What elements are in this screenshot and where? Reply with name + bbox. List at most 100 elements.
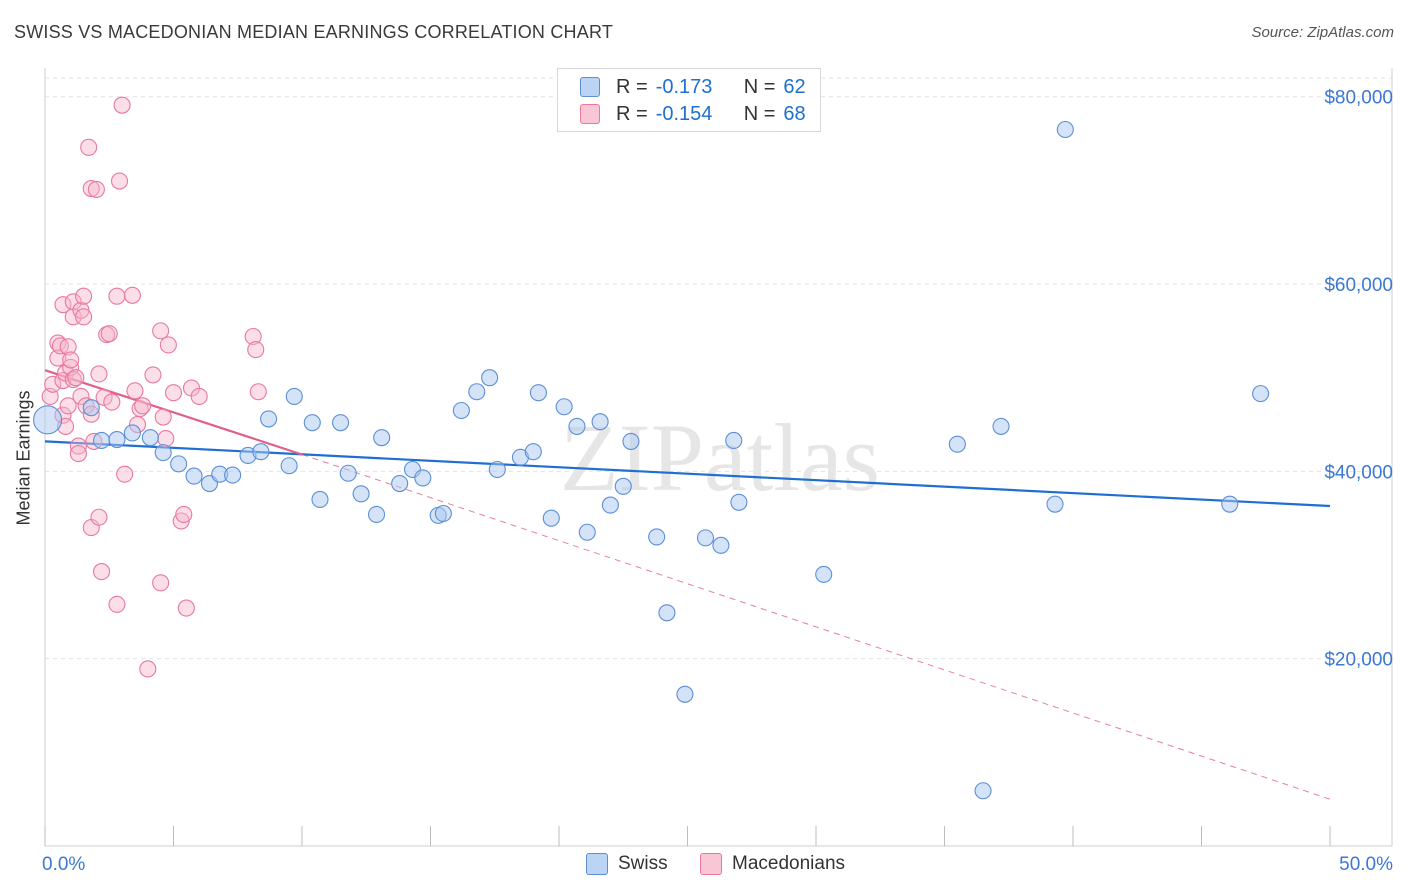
- swiss-point: [373, 429, 391, 447]
- macedonian-point: [123, 286, 141, 304]
- legend-n-label: N =: [743, 75, 776, 98]
- source-label: Source: ZipAtlas.com: [1251, 24, 1394, 41]
- macedonian-point: [159, 336, 177, 354]
- swiss-point: [578, 523, 596, 541]
- swiss-point: [367, 505, 386, 523]
- macedonian-point: [59, 397, 77, 415]
- macedonian-point: [59, 338, 77, 356]
- x-tick-label-min: 0.0%: [42, 854, 85, 875]
- legend-r-value: -0.173: [655, 75, 713, 98]
- swiss-point: [658, 604, 676, 622]
- macedonian-points: [41, 96, 267, 678]
- macedonian-point: [72, 387, 90, 405]
- correlation-legend: R = -0.173 N = 62 R = -0.154 N = 68: [557, 68, 821, 132]
- swiss-swatch: [580, 77, 600, 97]
- swiss-point: [260, 410, 278, 428]
- x-tick-label-max: 50.0%: [1339, 854, 1393, 875]
- macedonian-trend-extension: [301, 454, 1331, 800]
- macedonian-point: [108, 287, 126, 305]
- macedonians-label: Macedonians: [732, 853, 846, 874]
- macedonian-point: [249, 383, 267, 401]
- y-tick-label: $60,000: [1324, 275, 1393, 296]
- macedonian-point: [131, 400, 149, 418]
- swiss-point: [123, 424, 141, 442]
- macedonian-point: [175, 505, 193, 523]
- y-tick-labels: $20,000 $40,000 $60,000 $80,000: [1324, 88, 1393, 671]
- macedonian-swatch: [580, 104, 600, 124]
- swiss-point: [555, 398, 573, 416]
- zipatlas-watermark: ZIPatlas: [560, 404, 880, 511]
- swiss-point: [529, 384, 547, 402]
- macedonian-point: [108, 595, 126, 613]
- macedonian-point: [90, 508, 108, 526]
- swiss-point: [481, 369, 499, 387]
- macedonian-point: [62, 351, 80, 369]
- swiss-point: [712, 536, 730, 554]
- macedonian-point: [152, 322, 170, 340]
- macedonian-point: [103, 393, 121, 411]
- swiss-point: [434, 504, 452, 523]
- swiss-label: Swiss: [618, 853, 668, 874]
- swiss-point: [170, 455, 188, 473]
- macedonian-point: [54, 296, 72, 314]
- macedonian-point: [164, 384, 183, 402]
- swiss-swatch: [586, 853, 608, 875]
- swiss-point: [725, 431, 743, 450]
- swiss-point: [141, 429, 159, 447]
- chart-title: SWISS VS MACEDONIAN MEDIAN EARNINGS CORR…: [14, 22, 614, 42]
- swiss-point: [1046, 495, 1064, 513]
- swiss-point: [1221, 495, 1239, 513]
- swiss-point: [696, 529, 715, 547]
- macedonian-point: [44, 375, 62, 393]
- macedonian-swatch: [700, 853, 722, 875]
- legend-row-macedonians: R = -0.154 N = 68: [580, 101, 806, 127]
- swiss-point: [648, 528, 666, 546]
- legend-r-label: R =: [616, 102, 648, 125]
- swiss-point: [280, 457, 298, 475]
- y-tick-label: $80,000: [1324, 88, 1393, 109]
- macedonian-point: [67, 369, 85, 387]
- swiss-point: [311, 490, 329, 509]
- swiss-point: [730, 493, 748, 511]
- macedonian-point: [190, 387, 208, 405]
- macedonian-point: [90, 365, 108, 383]
- swiss-point: [591, 413, 609, 431]
- gridlines: [45, 77, 1392, 660]
- macedonian-point: [87, 180, 105, 199]
- y-tick-label: $20,000: [1324, 650, 1393, 671]
- swiss-point: [614, 477, 632, 495]
- swiss-point: [339, 464, 357, 482]
- macedonian-point: [247, 341, 265, 359]
- legend-row-swiss: R = -0.173 N = 62: [580, 74, 806, 100]
- macedonian-point: [116, 465, 134, 483]
- swiss-point: [154, 444, 172, 462]
- swiss-point: [224, 466, 242, 484]
- swiss-point: [948, 435, 966, 453]
- swiss-point: [1056, 120, 1074, 139]
- macedonian-point: [110, 172, 129, 190]
- swiss-point: [676, 685, 694, 703]
- swiss-point: [391, 474, 409, 493]
- macedonian-point: [75, 287, 93, 305]
- macedonian-point: [144, 366, 162, 384]
- swiss-point: [488, 460, 506, 479]
- macedonian-trend-line: [44, 369, 303, 456]
- swiss-point: [601, 496, 619, 514]
- y-tick-label: $40,000: [1324, 462, 1393, 483]
- swiss-point: [568, 417, 586, 435]
- swiss-point: [331, 414, 350, 432]
- swiss-point: [33, 405, 63, 435]
- swiss-point: [82, 399, 100, 417]
- swiss-point: [108, 430, 126, 449]
- swiss-point: [414, 469, 432, 487]
- legend-n-value: 62: [783, 75, 806, 98]
- swiss-point: [252, 443, 270, 461]
- macedonian-point: [126, 382, 144, 400]
- macedonian-point: [100, 325, 118, 343]
- swiss-point: [974, 782, 992, 800]
- legend-r-label: R =: [616, 75, 648, 98]
- legend-n-label: N =: [743, 102, 776, 125]
- x-tick-labels: 0.0% 50.0%: [42, 854, 1393, 875]
- bottom-legend-swiss: Swiss: [586, 850, 668, 878]
